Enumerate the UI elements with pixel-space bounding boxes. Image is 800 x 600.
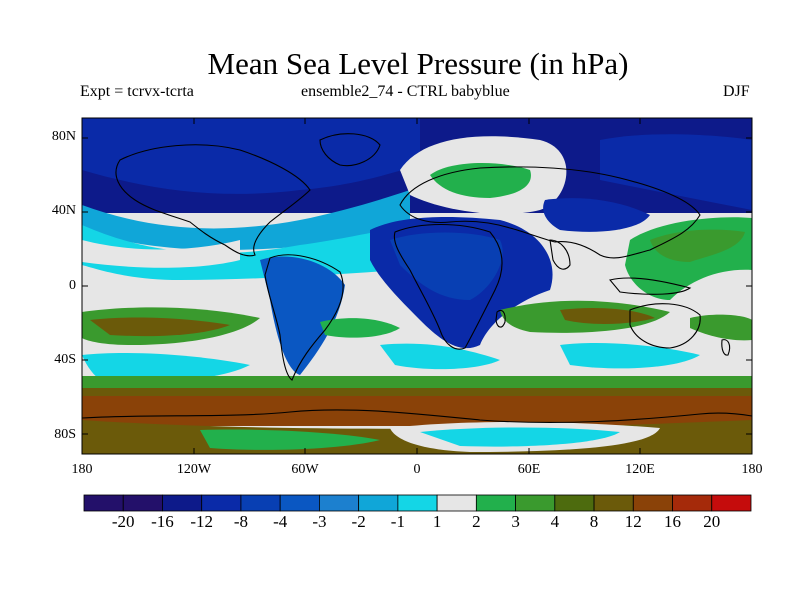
coast-indonesia <box>609 277 692 295</box>
colorbar-label: 1 <box>432 512 442 531</box>
map-ticks <box>81 118 753 454</box>
colorbar-swatch <box>436 494 477 512</box>
coast-europe-asia <box>399 166 701 259</box>
colorbar-swatch <box>319 494 360 512</box>
colorbar-label: 16 <box>664 512 682 531</box>
colorbar-swatch <box>593 494 634 512</box>
coast-north-america <box>115 144 311 257</box>
field-arctic-band <box>82 118 420 194</box>
colorbar-swatch <box>397 494 438 512</box>
field-africa-core <box>390 232 503 300</box>
coast-africa <box>393 223 503 350</box>
field-asia-low <box>543 198 650 232</box>
field-north-atlantic <box>82 190 410 250</box>
colorbar-label: -4 <box>273 512 288 531</box>
colorbar <box>83 494 752 512</box>
colorbar-swatch <box>711 494 752 512</box>
colorbar-swatch <box>672 494 713 512</box>
coast-india <box>549 239 571 270</box>
lat-tick-label: 0 <box>69 278 76 293</box>
lat-tick-label: 80S <box>54 427 76 442</box>
colorbar-swatch <box>201 494 242 512</box>
field-antarctic-low-core <box>420 427 620 447</box>
field-south-pacific-core <box>90 317 230 337</box>
map-title: Mean Sea Level Pressure (in hPa) <box>207 46 629 81</box>
lon-tick-label: 180 <box>71 462 93 477</box>
colorbar-swatch <box>632 494 673 512</box>
colorbar-label: 2 <box>472 512 481 531</box>
field-so-low-1 <box>82 353 250 382</box>
field-pacific-low <box>82 240 240 268</box>
colorbar-label: 12 <box>624 512 642 531</box>
colorbar-label: -8 <box>233 512 249 531</box>
colorbar-label: -3 <box>312 512 327 531</box>
lat-tick-label: 80N <box>51 129 76 144</box>
colorbar-swatch <box>554 494 595 512</box>
pressure-field <box>82 118 752 454</box>
colorbar-swatch <box>358 494 399 512</box>
lon-tick-label: 60E <box>517 462 541 477</box>
lon-tick-label: 60W <box>291 462 319 477</box>
field-indian-core <box>560 307 655 324</box>
colorbar-label: -20 <box>111 512 135 531</box>
colorbar-label: -1 <box>390 512 405 531</box>
experiment-label: Expt = tcrvx-tcrta <box>80 83 194 100</box>
ensemble-label: ensemble2_74 - CTRL babyblue <box>301 83 510 100</box>
colorbar-label: 4 <box>550 512 560 531</box>
field-antarctic-high <box>82 396 752 426</box>
colorbar-label: -16 <box>151 512 174 531</box>
lon-tick-label: 0 <box>413 462 421 477</box>
lon-tick-label: 120W <box>176 462 212 477</box>
field-so-low-3 <box>560 343 700 369</box>
colorbar-swatch <box>240 494 281 512</box>
lat-tick-label: 40N <box>51 203 76 218</box>
coast-newzealand <box>721 339 731 356</box>
colorbar-label: 8 <box>589 512 599 531</box>
lon-tick-label: 180 <box>741 462 763 477</box>
lon-tick-label: 120E <box>625 462 655 477</box>
colorbar-swatch <box>475 494 516 512</box>
field-south-atlantic-high <box>320 318 400 338</box>
colorbar-swatch <box>515 494 556 512</box>
coast-antarctica <box>82 409 752 424</box>
colorbar-label: 20 <box>703 512 721 531</box>
coastlines <box>82 133 752 424</box>
season-label: DJF <box>723 83 750 100</box>
coast-greenland <box>319 133 381 167</box>
coast-south-america <box>264 254 344 381</box>
coast-australia <box>629 303 701 349</box>
field-north-pacific <box>600 134 752 210</box>
field-tasman-high <box>690 314 752 341</box>
colorbar-label: 3 <box>511 512 520 531</box>
field-so-low-2 <box>380 343 500 370</box>
coast-madagascar <box>495 309 506 328</box>
lat-tick-label: 40S <box>54 352 76 367</box>
colorbar-swatch <box>122 494 163 512</box>
colorbar-swatch <box>83 494 124 512</box>
colorbar-swatch <box>162 494 203 512</box>
colorbar-label: -12 <box>190 512 214 531</box>
colorbar-label: -2 <box>351 512 366 531</box>
field-antarctic-green <box>200 429 380 450</box>
colorbar-swatch <box>279 494 320 512</box>
